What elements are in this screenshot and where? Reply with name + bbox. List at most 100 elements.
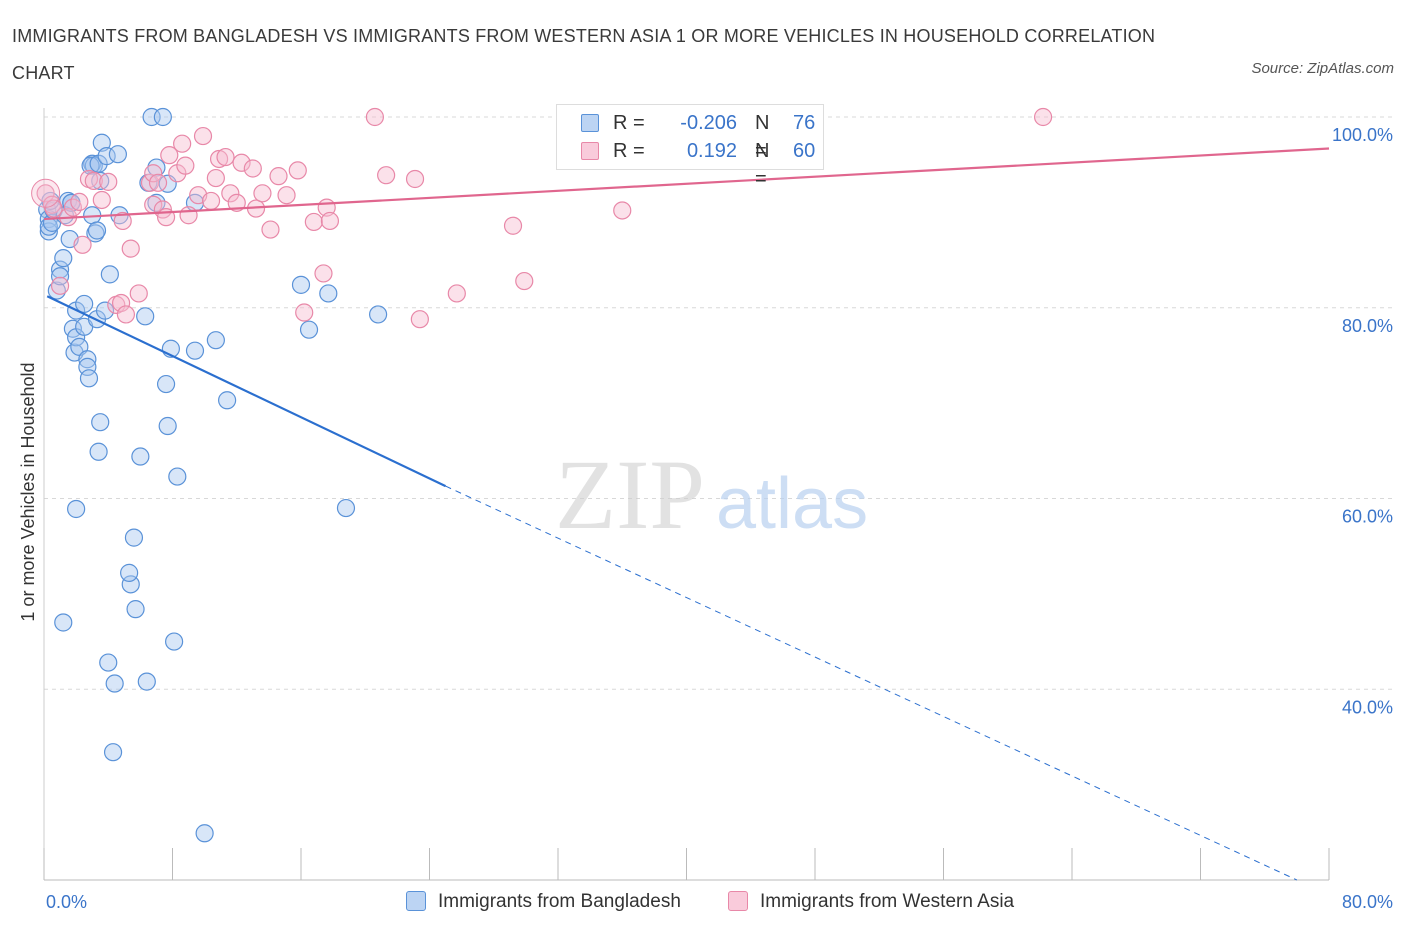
n-label: N = — [755, 112, 770, 162]
western-asia-point — [304, 212, 323, 232]
western-asia-point — [176, 156, 195, 175]
bangladesh-point — [78, 350, 97, 369]
western-asia-point — [36, 184, 55, 203]
western-asia-point — [288, 161, 307, 180]
chart-title: IMMIGRANTS FROM BANGLADESH VS IMMIGRANTS… — [12, 26, 1156, 83]
bangladesh-swatch — [581, 114, 599, 132]
western-asia-point — [148, 173, 168, 192]
western-asia-point — [320, 211, 340, 231]
data-points — [31, 107, 1053, 843]
western-asia-point — [410, 310, 429, 329]
western-asia-point — [84, 171, 103, 191]
bangladesh-point — [50, 260, 70, 279]
bangladesh-point — [105, 674, 124, 693]
trend-lines — [43, 147, 1330, 881]
bangladesh-point — [78, 357, 97, 376]
western-asia-n-value: 60 — [793, 140, 816, 162]
western-asia-point — [613, 201, 632, 220]
bangladesh-point — [147, 158, 166, 177]
western-asia-point — [144, 164, 163, 183]
western-asia-point — [160, 146, 179, 165]
western-asia-point — [129, 284, 148, 303]
western-asia-point — [201, 191, 221, 211]
bangladesh-n-value: 76 — [793, 112, 816, 134]
grid-lines — [44, 116, 1395, 690]
bangladesh-point — [75, 294, 94, 314]
western-asia-point — [193, 126, 213, 146]
western-asia-point — [243, 159, 262, 178]
source-label: Source: ZipAtlas.com — [1251, 60, 1394, 77]
western-asia-point — [92, 190, 111, 210]
western-asia-point — [253, 184, 272, 203]
y-axis-title: 1 or more Vehicles in Household — [18, 362, 38, 621]
western-asia-point — [221, 184, 240, 203]
y-tick-label: 100.0% — [1332, 125, 1393, 145]
western-asia-point — [405, 169, 425, 189]
western-asia-legend-swatch — [728, 891, 748, 911]
axes — [43, 108, 1330, 881]
watermark-atlas: atlas — [716, 464, 868, 544]
bangladesh-point — [206, 331, 225, 350]
legend-item-western-asia[interactable]: Immigrants from Western Asia — [728, 888, 1014, 916]
bangladesh-point — [86, 224, 105, 243]
bangladesh-point — [218, 391, 237, 410]
western-asia-point — [44, 199, 63, 218]
bangladesh-point — [153, 107, 172, 127]
bangladesh-point — [299, 320, 319, 339]
western-asia-point — [447, 284, 466, 303]
bangladesh-point — [336, 498, 356, 518]
western-asia-cluster-point — [31, 178, 61, 208]
stats-legend: R = -0.206 N = 76 R = 0.192 N = 60 — [556, 104, 824, 190]
bangladesh-point — [126, 600, 145, 619]
bangladesh-point — [131, 447, 150, 466]
legend-item-bangladesh[interactable]: Immigrants from Bangladesh — [406, 888, 681, 916]
bangladesh-point — [369, 305, 388, 324]
bangladesh-point — [195, 824, 214, 843]
western-asia-point — [179, 206, 198, 225]
western-asia-point — [173, 134, 192, 153]
bangladesh-point — [291, 275, 311, 294]
western-asia-point — [515, 271, 534, 291]
bangladesh-point — [50, 267, 70, 286]
western-asia-point — [277, 186, 296, 205]
bangladesh-point — [91, 413, 110, 432]
western-asia-point — [209, 149, 229, 169]
y-tick-label: 80.0% — [1342, 316, 1393, 336]
watermark: ZIP atlas — [555, 439, 868, 550]
western-asia-point — [261, 220, 280, 239]
western-asia-point — [70, 192, 89, 211]
western-asia-r-value: 0.192 — [686, 140, 737, 162]
series-legend: Immigrants from Bangladesh Immigrants fr… — [0, 888, 1406, 916]
western-asia-point — [113, 211, 132, 231]
bangladesh-point — [54, 613, 73, 632]
bangladesh-point — [168, 467, 187, 486]
western-asia-trend-line — [43, 147, 1330, 221]
bangladesh-point — [124, 528, 144, 547]
legend-label-western-asia: Immigrants from Western Asia — [760, 891, 1015, 912]
legend-label-bangladesh: Immigrants from Bangladesh — [438, 891, 681, 912]
western-asia-point — [503, 216, 523, 235]
western-asia-point — [295, 303, 314, 322]
axis-labels: 100.0% 80.0% 60.0% 40.0% 0.0% 80.0% 1 or more … — [18, 125, 1393, 912]
bangladesh-r-value: -0.206 — [680, 112, 737, 134]
western-asia-point — [121, 239, 140, 258]
x-tick-label: 0.0% — [46, 892, 87, 912]
bangladesh-point — [92, 133, 111, 152]
western-asia-point — [111, 293, 131, 313]
western-asia-point — [206, 168, 225, 188]
bangladesh-point — [103, 743, 123, 762]
western-asia-point — [1033, 107, 1053, 127]
bangladesh-point — [89, 442, 108, 461]
western-asia-point — [116, 305, 136, 324]
n-label: N = — [755, 140, 770, 190]
bangladesh-point — [54, 249, 73, 268]
y-tick-label: 40.0% — [1342, 697, 1393, 717]
bangladesh-point — [108, 145, 127, 164]
western-asia-point — [227, 193, 246, 212]
bangladesh-point — [67, 499, 86, 519]
western-asia-point — [314, 264, 333, 283]
bangladesh-point — [185, 341, 205, 360]
western-asia-point — [99, 172, 118, 191]
western-asia-point — [73, 235, 92, 254]
